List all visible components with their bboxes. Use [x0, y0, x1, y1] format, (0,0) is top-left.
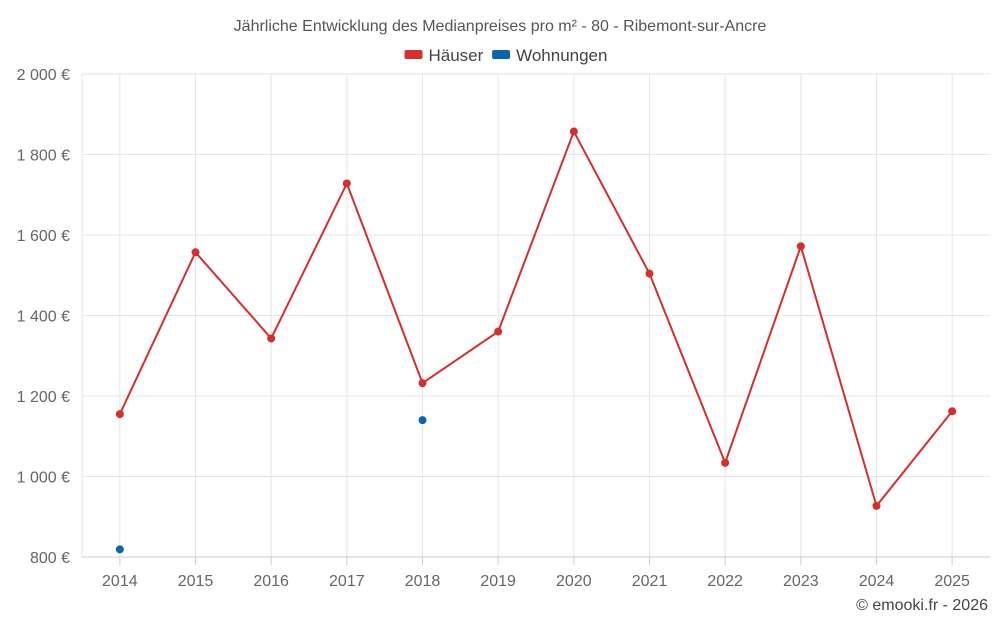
x-tick-label: 2016 — [253, 573, 289, 590]
y-axis-ticks: 800 € 1 000 € 1 200 € 1 400 € 1 600 € 1 800 €… — [17, 67, 70, 567]
data-point[interactable] — [115, 410, 124, 419]
legend-label: Wohnungen — [516, 46, 607, 65]
data-point[interactable] — [494, 327, 503, 336]
x-tick-label: 2019 — [480, 573, 516, 590]
data-point[interactable] — [872, 501, 881, 510]
legend-swatch — [404, 50, 423, 59]
data-point[interactable] — [342, 179, 351, 188]
series-line — [118, 129, 953, 509]
legend-label: Häuser — [429, 46, 484, 65]
y-tick-label: 1 000 € — [17, 470, 70, 487]
grid — [81, 73, 990, 558]
x-tick-label: 2020 — [556, 573, 592, 590]
y-tick-label: 800 € — [30, 550, 70, 567]
data-point[interactable] — [418, 416, 427, 425]
legend: Häuser Wohnungen — [404, 46, 607, 65]
x-tick-label: 2024 — [859, 573, 895, 590]
data-point[interactable] — [191, 248, 200, 257]
y-tick-label: 1 800 € — [17, 148, 70, 165]
series — [115, 127, 957, 554]
y-tick-label: 2 000 € — [17, 67, 70, 84]
data-point[interactable] — [796, 242, 805, 251]
data-point[interactable] — [948, 407, 957, 416]
data-point[interactable] — [721, 458, 730, 467]
x-tick-label: 2018 — [405, 573, 441, 590]
data-point[interactable] — [418, 379, 427, 388]
y-tick-label: 1 600 € — [17, 228, 70, 245]
x-tick-label: 2021 — [632, 573, 668, 590]
y-tick-label: 1 200 € — [17, 389, 70, 406]
data-point[interactable] — [267, 334, 276, 343]
y-tick-label: 1 400 € — [17, 309, 70, 326]
x-tick-label: 2014 — [102, 573, 138, 590]
x-tick-label: 2017 — [329, 573, 365, 590]
x-tick-label: 2025 — [934, 573, 970, 590]
x-tick-label: 2023 — [783, 573, 819, 590]
legend-item[interactable]: Wohnungen — [492, 46, 607, 65]
data-point[interactable] — [569, 127, 578, 136]
credit-text: © emooki.fr - 2026 — [856, 597, 988, 614]
series-Wohnungen — [115, 416, 427, 554]
x-tick-label: 2022 — [707, 573, 743, 590]
legend-swatch — [492, 50, 511, 59]
x-axis-ticks: 2014 2015 2016 2017 2018 2019 2020 2021 2022 2023… — [102, 557, 970, 590]
data-point[interactable] — [115, 545, 124, 554]
data-point[interactable] — [645, 269, 654, 278]
legend-item[interactable]: Häuser — [404, 46, 484, 65]
x-tick-label: 2015 — [178, 573, 214, 590]
series-Häuser — [115, 127, 957, 510]
chart-title: Jährliche Entwicklung des Medianpreises … — [234, 18, 767, 35]
